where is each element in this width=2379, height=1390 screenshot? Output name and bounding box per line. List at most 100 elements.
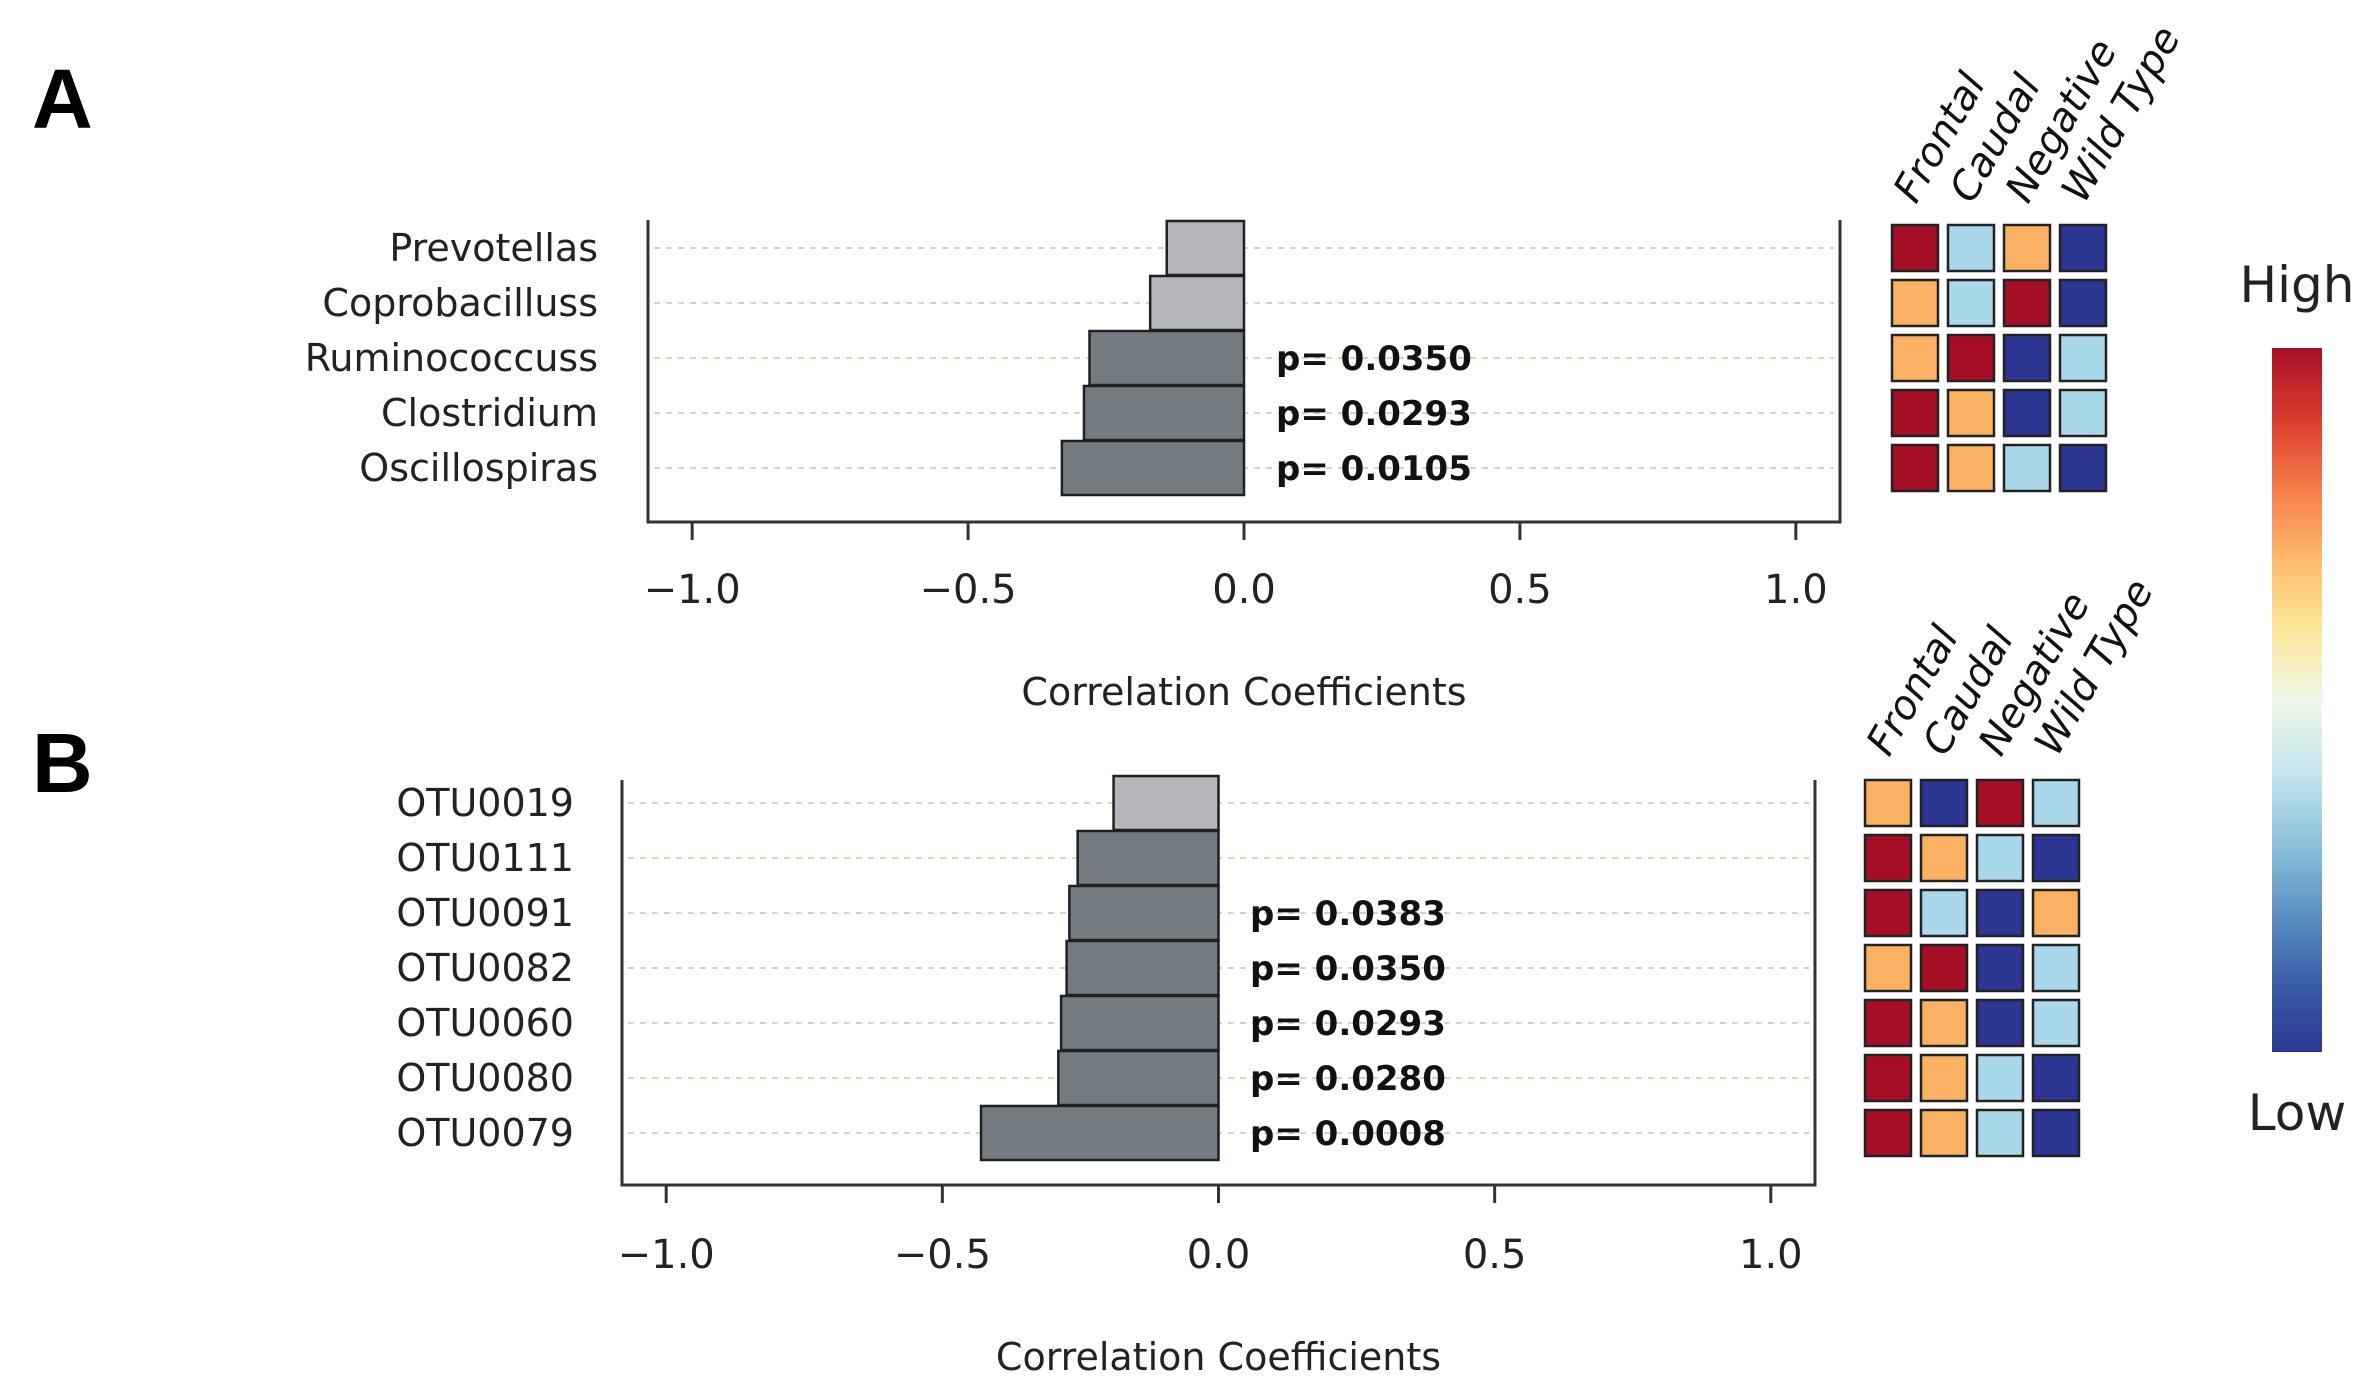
heatmap-cell: [2031, 1108, 2081, 1158]
p-value-label: p= 0.0383: [1250, 894, 1446, 934]
heatmap-cell: [1975, 1053, 2025, 1103]
category-label: Clostridium: [381, 391, 598, 435]
heatmap-cell: [2031, 1053, 2081, 1103]
heatmap-cell: [1890, 223, 1940, 273]
heatmap-cell: [1863, 943, 1913, 993]
heatmap-cell: [1863, 833, 1913, 883]
p-value-label: p= 0.0350: [1276, 339, 1472, 379]
heatmap-cell: [1919, 833, 1969, 883]
category-label: Ruminococcuss: [305, 336, 598, 380]
bar: [1088, 329, 1246, 387]
heatmap-cell: [1975, 998, 2025, 1048]
x-tick-label: −1.0: [618, 1232, 715, 1278]
x-tick-label: 1.0: [1739, 1232, 1803, 1278]
heatmap-cell: [2031, 778, 2081, 828]
category-label: OTU0091: [396, 891, 574, 935]
bar: [1165, 219, 1246, 277]
heatmap-cell: [1946, 223, 1996, 273]
category-label: OTU0111: [396, 836, 574, 880]
panel-b: OTU0019 OTU0111 OTU0091 OTU0082 OTU0060 OTU00…: [396, 572, 2163, 1379]
bar: [1076, 829, 1220, 887]
p-value-label: p= 0.0105: [1276, 449, 1472, 489]
heatmap-cell: [2031, 833, 2081, 883]
heatmap-cell: [1975, 888, 2025, 938]
bar: [1057, 1049, 1220, 1107]
heatmap-cell: [1919, 943, 1969, 993]
p-value-label: p= 0.0350: [1250, 949, 1446, 989]
heatmap-cell: [1946, 333, 1996, 383]
x-tick-label: 1.0: [1764, 567, 1828, 613]
category-label: Coprobacilluss: [322, 281, 598, 325]
x-axis-title: Correlation Coefficients: [1021, 670, 1466, 714]
legend-high-label: High: [2240, 256, 2355, 314]
heatmap-cell: [1863, 778, 1913, 828]
heatmap-cell: [2058, 443, 2108, 493]
heatmap-cell: [2031, 888, 2081, 938]
legend-color-bar: [2272, 348, 2322, 1052]
heatmap-cell: [1975, 943, 2025, 993]
bar: [1148, 274, 1246, 332]
heatmap-cell: [1863, 888, 1913, 938]
category-label: Prevotellas: [389, 226, 598, 270]
heatmap-cell: [2058, 333, 2108, 383]
bar: [1065, 939, 1220, 997]
x-tick-label: −0.5: [920, 567, 1017, 613]
heatmap-cell: [1919, 1108, 1969, 1158]
heatmap-cell: [2058, 223, 2108, 273]
category-label: OTU0060: [396, 1001, 574, 1045]
legend-low-label: Low: [2248, 1084, 2346, 1142]
heatmap-cell: [2002, 443, 2052, 493]
heatmap-cell: [1863, 1053, 1913, 1103]
bar: [979, 1104, 1220, 1162]
heatmap-cell: [2058, 278, 2108, 328]
bar: [1068, 884, 1220, 942]
x-tick-label: −0.5: [894, 1232, 991, 1278]
heatmap-cell: [1919, 998, 1969, 1048]
x-tick-label: 0.0: [1212, 567, 1276, 613]
heatmap-cell: [1975, 833, 2025, 883]
bar: [1060, 439, 1246, 497]
p-value-label: p= 0.0293: [1276, 394, 1472, 434]
bar: [1059, 994, 1220, 1052]
heatmap-cell: [1890, 388, 1940, 438]
heatmap-cell: [1890, 443, 1940, 493]
heatmap-cell: [2002, 278, 2052, 328]
category-label: OTU0079: [396, 1111, 574, 1155]
heatmap-cell: [1863, 998, 1913, 1048]
category-label: OTU0019: [396, 781, 574, 825]
p-value-label: p= 0.0280: [1250, 1059, 1446, 1099]
heatmap-cell: [1946, 388, 1996, 438]
p-value-label: p= 0.0293: [1250, 1004, 1446, 1044]
heatmap-cell: [1919, 1053, 1969, 1103]
category-label: OTU0082: [396, 946, 574, 990]
x-tick-label: 0.5: [1488, 567, 1552, 613]
bar: [1112, 774, 1220, 832]
x-tick-label: 0.0: [1187, 1232, 1251, 1278]
p-value-label: p= 0.0008: [1250, 1114, 1446, 1154]
category-label: Oscillospiras: [359, 446, 598, 490]
category-label: OTU0080: [396, 1056, 574, 1100]
x-tick-label: 0.5: [1463, 1232, 1527, 1278]
heatmap-cell: [1975, 778, 2025, 828]
heatmap-cell: [2002, 333, 2052, 383]
color-legend: High Low: [2240, 256, 2355, 1142]
heatmap-cell: [1946, 278, 1996, 328]
panel-a: Prevotellas Coprobacilluss Ruminococcuss Cl…: [305, 19, 2190, 714]
heatmap-cell: [1975, 1108, 2025, 1158]
x-axis-title: Correlation Coefficients: [996, 1335, 1441, 1379]
heatmap-cell: [2031, 943, 2081, 993]
heatmap-cell: [2002, 388, 2052, 438]
heatmap-cell: [1919, 888, 1969, 938]
heatmap-cell: [2002, 223, 2052, 273]
heatmap-cell: [1890, 333, 1940, 383]
heatmap-cell: [1863, 1108, 1913, 1158]
heatmap-cell: [2058, 388, 2108, 438]
panel-label-b: B: [32, 716, 93, 810]
heatmap-cell: [1919, 778, 1969, 828]
heatmap-cell: [2031, 998, 2081, 1048]
panel-label-a: A: [32, 52, 93, 146]
bar: [1082, 384, 1246, 442]
heatmap-cell: [1890, 278, 1940, 328]
x-tick-label: −1.0: [644, 567, 741, 613]
